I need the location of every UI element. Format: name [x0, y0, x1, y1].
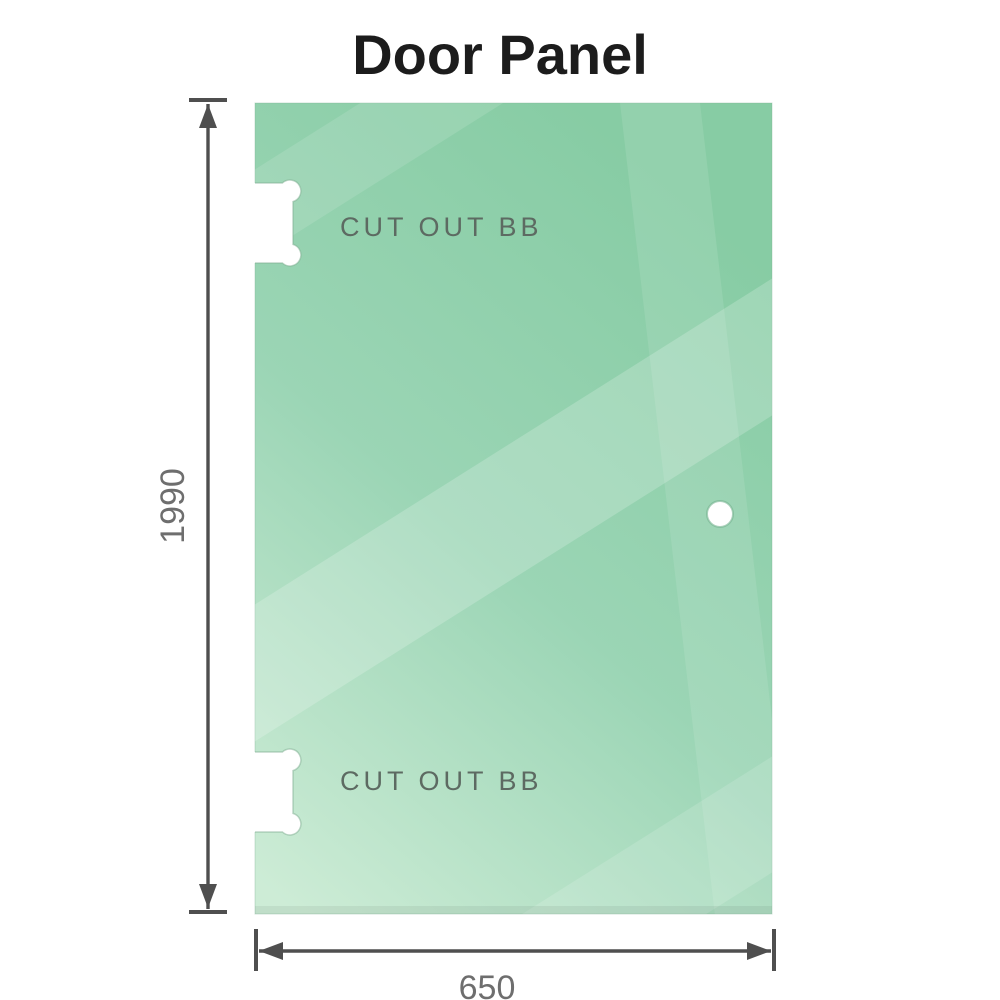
reflection-streak-upper	[255, 103, 504, 260]
cutout-label-bottom: CUT OUT BB	[340, 766, 543, 796]
reflection-streak-center	[255, 278, 772, 742]
cutout-label-top: CUT OUT BB	[340, 212, 543, 242]
reflection-streak-lower	[522, 756, 772, 914]
page-title: Door Panel	[352, 23, 648, 86]
glass-panel	[254, 102, 773, 915]
cutout-top-rim	[255, 179, 302, 267]
height-dimension-label: 1990	[154, 468, 192, 544]
width-dimension-arrow-right-icon	[747, 942, 771, 960]
width-dimension: 650	[254, 929, 776, 1000]
glass-reflections	[255, 103, 772, 914]
reflection-streak-steep	[620, 103, 772, 914]
height-dimension: 1990	[154, 98, 227, 914]
cutout-top	[253, 180, 301, 266]
height-dimension-arrow-down-icon	[199, 884, 217, 908]
cutout-bottom	[253, 749, 301, 835]
height-dimension-arrow-up-icon	[199, 104, 217, 128]
panel-bottom-edge-shade	[255, 906, 772, 914]
handle-hole	[706, 500, 734, 528]
width-dimension-label: 650	[459, 969, 516, 1000]
cutout-bottom-rim	[255, 748, 302, 836]
width-dimension-arrow-left-icon	[259, 942, 283, 960]
